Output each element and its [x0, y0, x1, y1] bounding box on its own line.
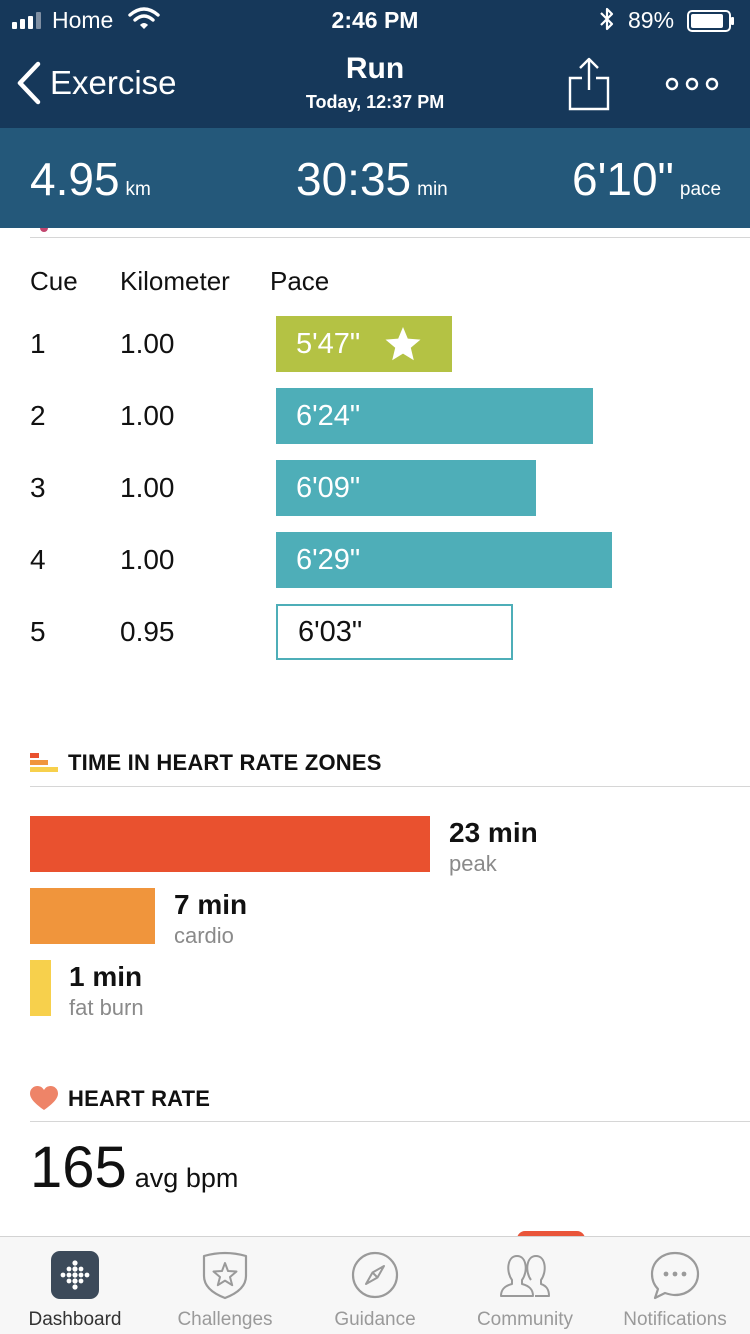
hr-zones-header: TIME IN HEART RATE ZONES — [30, 748, 382, 778]
zone-bar-cardio — [30, 888, 155, 944]
zone-name: fat burn — [69, 995, 144, 1020]
zone-value: 23 min — [449, 817, 538, 848]
split-row: 2 1.00 6'24" — [0, 388, 750, 444]
distance-value: 4.95 — [30, 153, 120, 205]
zone-name: cardio — [174, 923, 234, 948]
zones-icon — [30, 753, 58, 772]
split-pace: 5'47" — [296, 327, 361, 360]
signal-icon — [12, 12, 41, 29]
divider — [30, 237, 750, 238]
tab-guidance[interactable]: Guidance — [300, 1237, 450, 1334]
split-distance: 0.95 — [120, 616, 175, 647]
split-pace-bar: 5'47" — [276, 316, 452, 372]
avg-heart-rate-unit: avg bpm — [134, 1163, 239, 1193]
tab-label: Notifications — [623, 1309, 727, 1330]
status-bar: Home 2:46 PM 89% — [0, 0, 750, 40]
duration-stat: 30:35 min — [296, 152, 448, 206]
distance-stat: 4.95 km — [30, 152, 151, 206]
split-row: 3 1.00 6'09" — [0, 460, 750, 516]
back-button[interactable]: Exercise — [14, 58, 177, 108]
tab-community[interactable]: Community — [450, 1237, 600, 1334]
divider — [30, 1121, 750, 1122]
chevron-left-icon — [17, 61, 41, 105]
zone-bar-peak — [30, 816, 430, 872]
tab-label: Dashboard — [28, 1309, 122, 1330]
split-pace: 6'29" — [296, 543, 361, 576]
tab-label: Guidance — [334, 1309, 416, 1330]
more-options-icon[interactable] — [660, 70, 724, 98]
zone-label-cardio: 7 min cardio — [174, 889, 247, 949]
avg-heart-rate-value: 165 — [30, 1135, 127, 1200]
duration-unit: min — [417, 179, 448, 200]
tab-dashboard[interactable]: Dashboard — [0, 1237, 150, 1334]
tab-label: Community — [476, 1309, 574, 1330]
heart-rate-title: HEART RATE — [68, 1086, 211, 1111]
split-pace-bar: 6'03" — [276, 604, 513, 660]
split-cue: 5 — [30, 616, 46, 647]
heart-icon — [30, 1086, 58, 1110]
hr-zones-title: TIME IN HEART RATE ZONES — [68, 750, 382, 775]
column-header-kilometer: Kilometer — [120, 266, 230, 296]
status-time: 2:46 PM — [331, 7, 419, 33]
pace-value: 6'10" — [572, 153, 674, 205]
column-header-cue: Cue — [30, 266, 78, 296]
zone-bar-fat-burn — [30, 960, 51, 1016]
star-icon — [385, 327, 421, 361]
split-pace: 6'09" — [296, 471, 361, 504]
zone-name: peak — [449, 851, 497, 876]
dashboard-icon — [51, 1251, 99, 1299]
split-cue: 4 — [30, 544, 46, 575]
zone-label-fat-burn: 1 min fat burn — [69, 961, 144, 1021]
split-row: 1 1.00 5'47" — [0, 316, 750, 372]
split-distance: 1.00 — [120, 544, 175, 575]
battery-percent: 89% — [628, 7, 675, 33]
zone-value: 7 min — [174, 889, 248, 920]
tab-notifications[interactable]: Notifications — [600, 1237, 750, 1334]
split-distance: 1.00 — [120, 400, 175, 431]
split-cue: 2 — [30, 400, 46, 431]
split-cue: 1 — [30, 328, 46, 359]
split-row: 4 1.00 6'29" — [0, 532, 750, 588]
people-icon — [500, 1255, 550, 1297]
split-pace-bar: 6'09" — [276, 460, 536, 516]
chat-bubble-icon — [650, 1251, 700, 1300]
bluetooth-icon — [600, 7, 614, 31]
zone-value: 1 min — [69, 961, 143, 992]
carrier-label: Home — [52, 7, 114, 33]
tab-bar: Dashboard Challenges Guidance Community … — [0, 1236, 750, 1334]
distance-unit: km — [125, 179, 151, 200]
column-header-pace: Pace — [270, 266, 330, 296]
pace-stat: 6'10" pace — [572, 152, 721, 206]
battery-icon — [687, 10, 734, 32]
zone-label-peak: 23 min peak — [449, 817, 538, 877]
duration-value: 30:35 — [296, 153, 412, 205]
split-cue: 3 — [30, 472, 46, 503]
split-row: 5 0.95 6'03" — [0, 604, 750, 660]
split-distance: 1.00 — [120, 328, 175, 359]
divider — [30, 786, 750, 787]
split-pace-bar: 6'29" — [276, 532, 612, 588]
chart-edge-marker — [40, 228, 48, 232]
header: Home 2:46 PM 89% Exercise Run Today, 12:… — [0, 0, 750, 128]
wifi-icon — [128, 7, 160, 29]
compass-icon — [351, 1251, 399, 1299]
heart-rate-header: HEART RATE — [30, 1084, 210, 1114]
challenges-star-icon — [202, 1251, 248, 1300]
chart-peek-marker — [517, 1231, 585, 1239]
split-pace: 6'24" — [296, 399, 361, 432]
split-distance: 1.00 — [120, 472, 175, 503]
tab-challenges[interactable]: Challenges — [150, 1237, 300, 1334]
back-label: Exercise — [50, 64, 177, 101]
avg-heart-rate: 165 avg bpm — [30, 1134, 238, 1201]
split-pace-bar: 6'24" — [276, 388, 593, 444]
share-icon[interactable] — [566, 56, 612, 112]
pace-unit: pace — [679, 179, 722, 200]
summary-stats: 4.95 km 30:35 min 6'10" pace — [0, 128, 750, 228]
split-pace: 6'03" — [298, 615, 363, 648]
tab-label: Challenges — [177, 1309, 273, 1330]
